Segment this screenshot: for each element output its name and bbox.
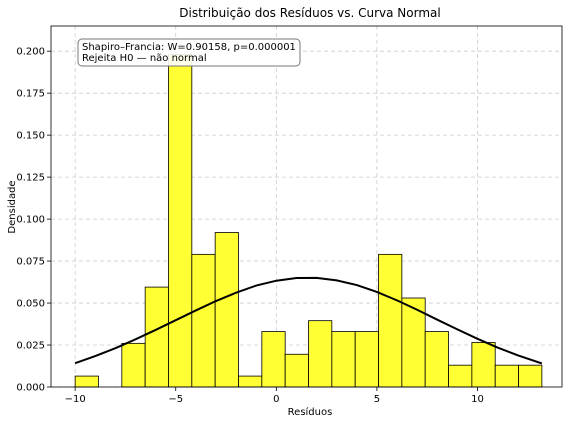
annotation-box: Shapiro–Francia: W=0.90158, p=0.000001 R… xyxy=(77,38,301,67)
y-tick-label: 0.025 xyxy=(16,341,45,352)
y-axis-label: Densidade xyxy=(7,180,18,233)
y-tick-label: 0.175 xyxy=(16,89,45,100)
histogram-bar xyxy=(74,375,99,388)
histogram-bar xyxy=(191,253,216,388)
histogram-bar xyxy=(261,331,286,388)
chart-title: Distribuição dos Resíduos vs. Curva Norm… xyxy=(179,6,440,20)
histogram-bar xyxy=(284,353,309,388)
x-tick-label: 10 xyxy=(471,394,484,405)
normal-curve xyxy=(74,276,543,365)
histogram-bar xyxy=(168,54,193,388)
histogram-bar xyxy=(471,342,496,388)
histogram-bar xyxy=(331,331,356,388)
histogram-bar xyxy=(518,364,543,388)
histogram-bar xyxy=(121,342,146,388)
histogram-bar xyxy=(378,253,403,388)
annotation-line-2: Rejeita H0 — não normal xyxy=(82,53,207,64)
x-tick-label: 0 xyxy=(273,394,279,405)
y-tick-label: 0.000 xyxy=(16,383,45,394)
grid xyxy=(51,26,562,388)
histogram-bar xyxy=(308,320,333,388)
x-axis-label: Resíduos xyxy=(288,406,333,418)
y-tick-label: 0.075 xyxy=(16,257,45,268)
y-axis: 0.000 0.025 0.050 0.075 0.100 0.125 0.150 0.175… xyxy=(16,47,51,394)
annotation-line-1: Shapiro–Francia: W=0.90158, p=0.000001 xyxy=(82,42,296,53)
y-tick-label: 0.100 xyxy=(16,215,45,226)
histogram-bar xyxy=(494,364,519,388)
x-tick-label: −5 xyxy=(168,394,183,405)
histogram-bars xyxy=(74,54,543,388)
y-tick-label: 0.150 xyxy=(16,131,45,142)
x-tick-label: 5 xyxy=(374,394,380,405)
x-tick-label: −10 xyxy=(65,394,86,405)
annotation-frame xyxy=(77,38,301,67)
x-axis: −10 −5 0 5 10 xyxy=(65,387,484,405)
y-tick-label: 0.125 xyxy=(16,173,45,184)
y-tick-label: 0.050 xyxy=(16,299,45,310)
plot-frame xyxy=(50,25,563,388)
histogram-bar xyxy=(214,232,239,388)
histogram-bar xyxy=(448,364,473,388)
histogram-bar xyxy=(144,286,169,388)
y-tick-label: 0.200 xyxy=(16,47,45,58)
histogram-bar xyxy=(424,331,449,388)
histogram-bar xyxy=(354,331,379,388)
histogram-bar xyxy=(238,375,263,388)
